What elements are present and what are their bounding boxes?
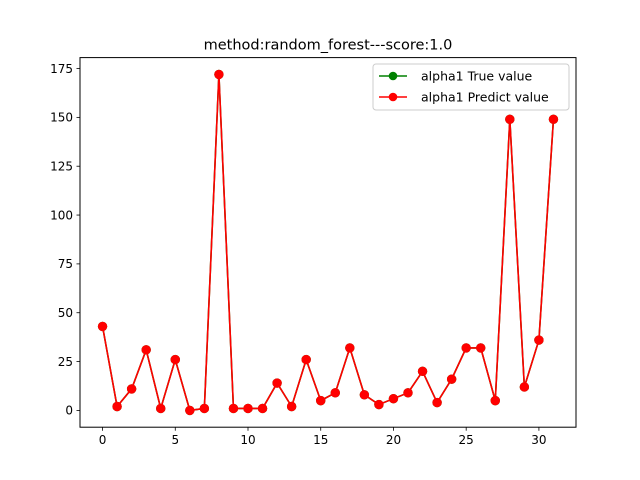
- data-point: [534, 335, 544, 345]
- data-point: [330, 388, 340, 398]
- data-point: [316, 395, 326, 406]
- x-tick-label: 0: [99, 433, 107, 447]
- data-point: [374, 399, 384, 410]
- series-line: [101, 73, 555, 412]
- x-tick-label: 30: [531, 433, 546, 447]
- data-point: [505, 114, 515, 125]
- data-point: [519, 382, 530, 392]
- x-tick-label: 5: [171, 433, 179, 447]
- x-tick-label: 15: [313, 433, 328, 447]
- y-tick-label: 0: [65, 404, 73, 418]
- y-tick-label: 150: [50, 111, 73, 125]
- x-tick-label: 10: [240, 433, 255, 447]
- legend: alpha1 True value alpha1 Predict value: [372, 63, 570, 111]
- data-point: [432, 397, 442, 408]
- data-point: [185, 405, 195, 416]
- chart-title: method:random_forest---score:1.0: [204, 38, 453, 54]
- series-true-value: [97, 69, 559, 416]
- legend-label: alpha1 True value: [421, 69, 533, 84]
- data-point: [388, 393, 399, 404]
- y-tick-label: 100: [50, 208, 73, 222]
- data-point: [214, 69, 224, 80]
- data-point: [461, 343, 471, 353]
- data-point: [228, 403, 239, 414]
- y-tick-label: 25: [58, 355, 73, 369]
- y-tick-label: 175: [50, 62, 73, 76]
- data-point: [446, 374, 457, 384]
- data-point: [359, 390, 370, 400]
- data-point: [97, 321, 108, 332]
- data-point: [403, 388, 413, 398]
- data-point: [199, 403, 210, 414]
- y-tick-label: 50: [58, 306, 73, 320]
- legend-marker: [388, 92, 398, 102]
- legend-label: alpha1 Predict value: [421, 90, 549, 105]
- data-point: [257, 403, 268, 414]
- y-axis: 0 25 50 75 100 125 150 175: [50, 62, 80, 418]
- x-tick-label: 20: [386, 433, 401, 447]
- plot-frame: [79, 57, 577, 428]
- x-tick-label: 25: [459, 433, 474, 447]
- data-point: [170, 354, 180, 365]
- legend-marker: [388, 71, 398, 81]
- legend-box: [372, 63, 570, 111]
- data-point: [243, 403, 253, 414]
- data-point: [417, 366, 428, 377]
- y-tick-label: 125: [50, 160, 73, 174]
- data-point: [548, 114, 559, 125]
- data-point: [112, 401, 122, 412]
- y-tick-label: 75: [58, 257, 73, 271]
- x-axis: 0 5 10 15 20 25 30: [99, 427, 547, 447]
- series-line: [101, 73, 555, 412]
- series-predict-value: [97, 69, 559, 416]
- data-point: [476, 343, 486, 353]
- data-point: [286, 401, 297, 412]
- legend-entry: alpha1 True value: [379, 69, 533, 84]
- data-point: [126, 384, 137, 394]
- data-point: [301, 354, 311, 365]
- data-point: [141, 345, 151, 355]
- plot-lines: [97, 69, 559, 416]
- legend-entry: alpha1 Predict value: [379, 90, 549, 105]
- data-point: [345, 343, 355, 353]
- data-point: [156, 403, 166, 414]
- data-point: [490, 395, 500, 406]
- data-point: [272, 378, 282, 388]
